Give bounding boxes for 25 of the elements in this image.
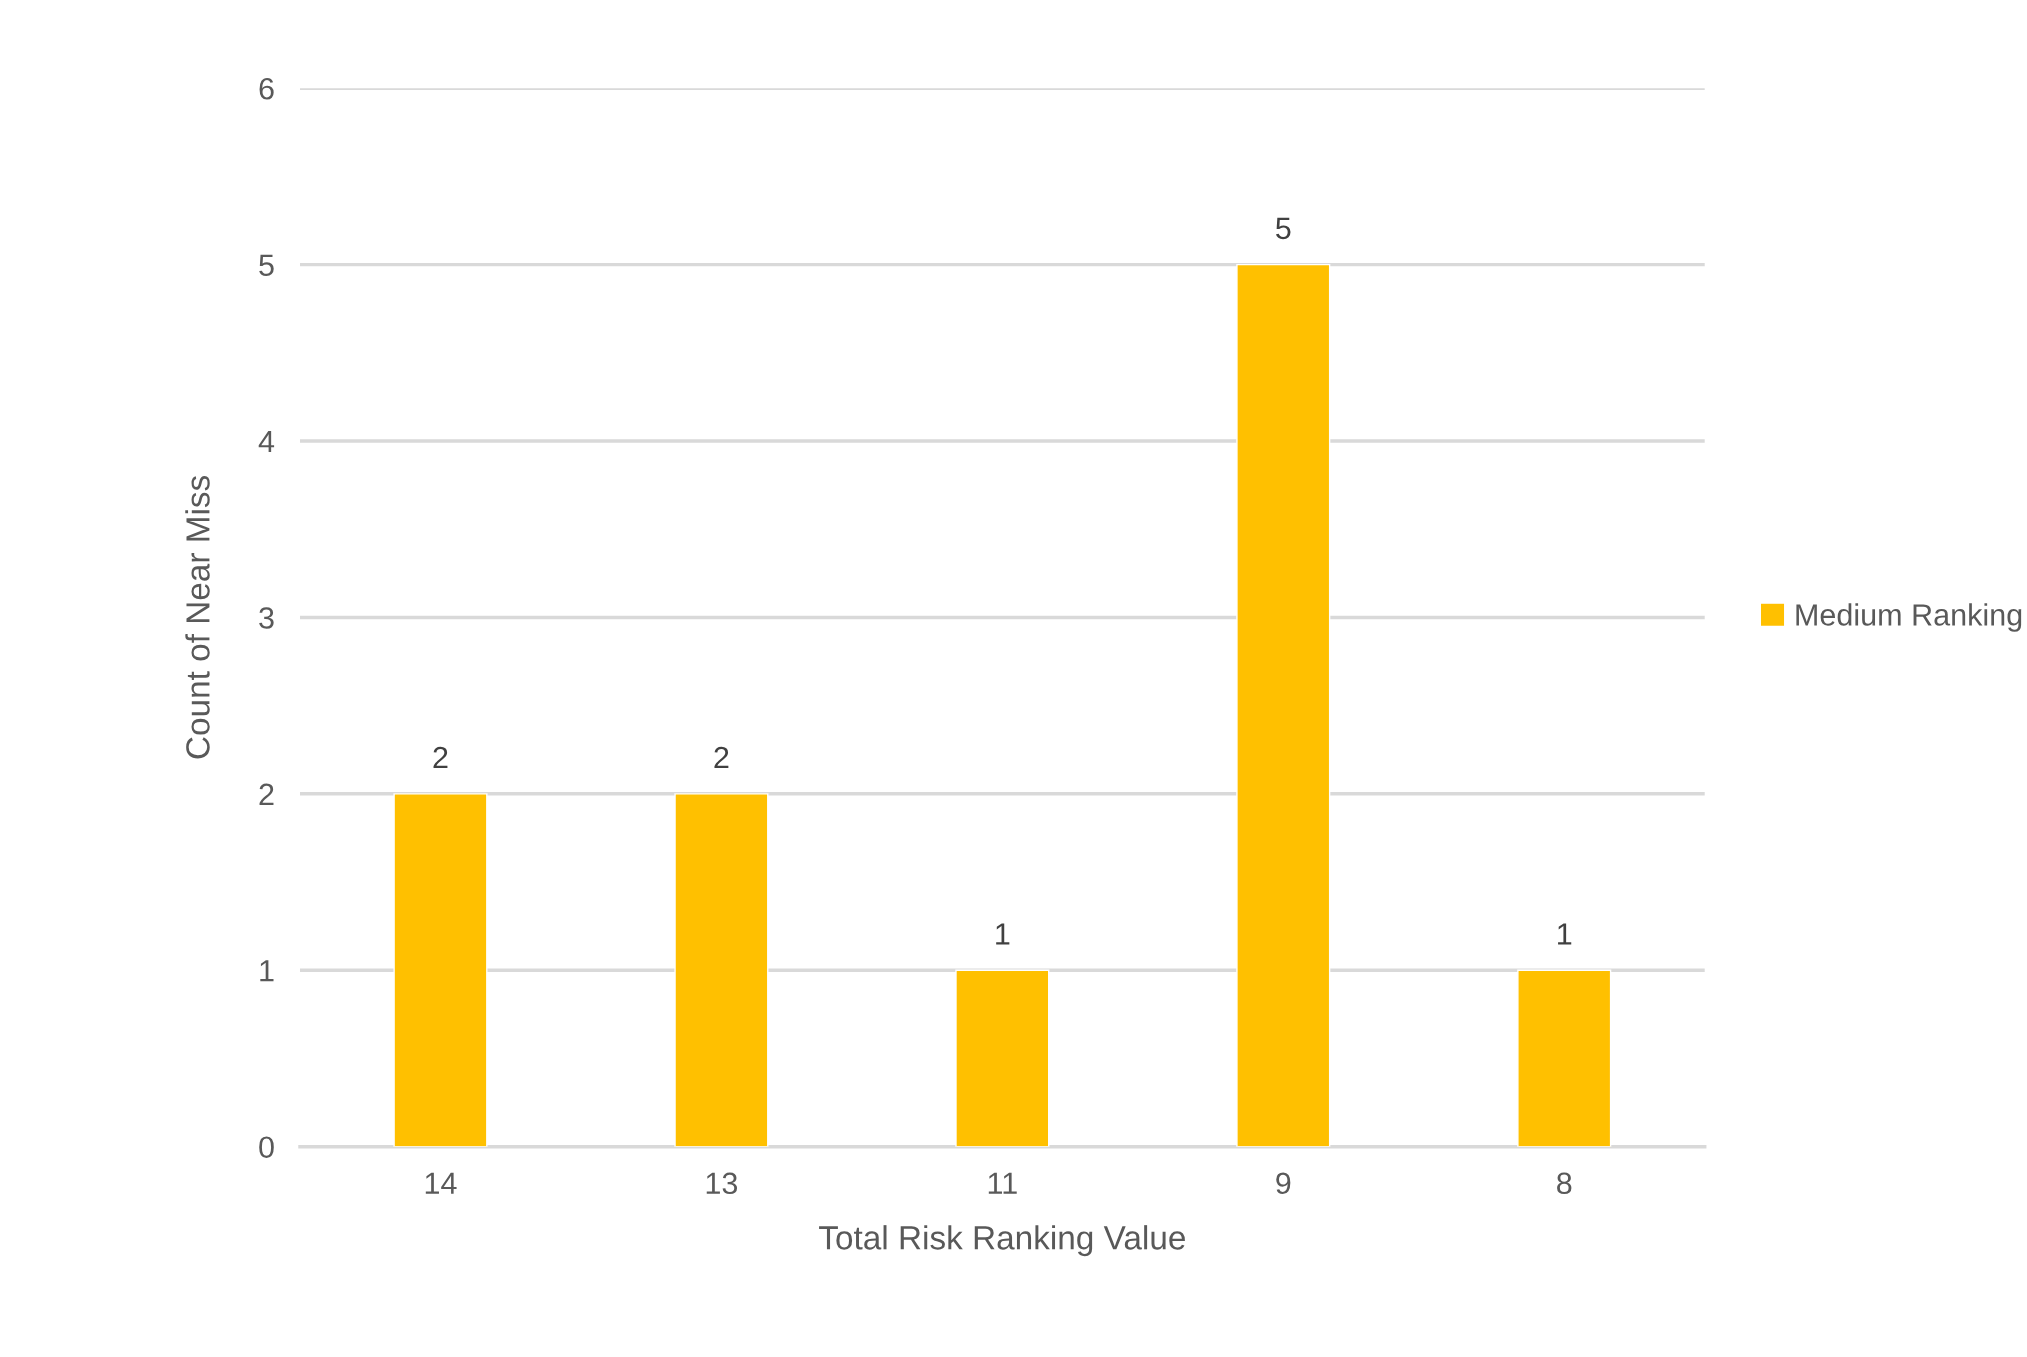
data-label: 2 (433, 746, 448, 769)
bar (674, 793, 769, 1147)
y-tick-label: 1 (260, 960, 274, 982)
data-label: 1 (996, 923, 1010, 945)
y-tick-label: 5 (259, 254, 274, 276)
x-tick-label: 13 (706, 1172, 738, 1195)
bar (1517, 969, 1612, 1147)
y-tick-label: 3 (259, 607, 274, 629)
x-tick-label: 14 (425, 1172, 457, 1194)
x-tick-label: 9 (1276, 1172, 1291, 1195)
bar (393, 793, 488, 1147)
bar (1236, 263, 1331, 1147)
y-axis-title: Count of Near Miss (185, 475, 210, 759)
bar (955, 969, 1050, 1147)
x-axis-title: Total Risk Ranking Value (819, 1225, 1185, 1257)
data-label: 5 (1276, 217, 1291, 240)
y-tick-label: 6 (259, 77, 274, 100)
data-label: 1 (1558, 923, 1572, 945)
y-tick-label: 0 (259, 1136, 274, 1159)
x-tick-label: 11 (988, 1172, 1017, 1194)
data-label: 2 (714, 746, 729, 769)
y-tick-label: 4 (258, 431, 275, 453)
x-tick-label: 8 (1557, 1172, 1572, 1195)
y-tick-label: 2 (259, 783, 274, 805)
legend-label: Medium Ranking (1796, 603, 2022, 632)
